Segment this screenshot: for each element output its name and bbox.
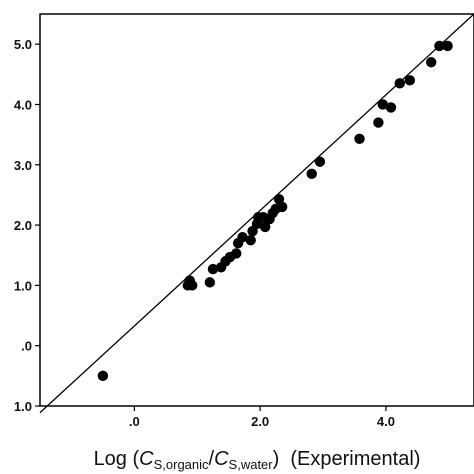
data-point [354, 133, 365, 145]
y-tick-label: 4.0 [14, 97, 32, 112]
data-point [394, 78, 405, 89]
y-tick-label: 1.0 [14, 278, 32, 293]
y-tick-label: 3.0 [14, 158, 32, 173]
data-point [377, 99, 388, 110]
data-point [273, 193, 285, 205]
data-point [373, 117, 384, 128]
data-point [442, 40, 453, 52]
data-point [245, 234, 256, 246]
plot-area [39, 13, 474, 407]
data-point [231, 248, 242, 259]
y-tick-label: .0 [21, 339, 32, 354]
y-tick-label: 5.0 [14, 37, 32, 52]
data-point [314, 156, 326, 167]
data-point [237, 231, 248, 243]
data-point [187, 280, 198, 291]
data-point [97, 370, 109, 382]
data-point [434, 40, 445, 52]
data-point [276, 201, 288, 213]
data-point [259, 221, 271, 233]
x-tick-label: 2.0 [251, 414, 269, 429]
y-tick-label: 2.0 [14, 218, 32, 233]
x-tick-label: .0 [129, 414, 140, 429]
data-point [404, 75, 416, 86]
data-point [306, 168, 317, 180]
x-tick-label: 4.0 [377, 414, 395, 429]
data-point [426, 57, 437, 68]
x-axis-title: Log (CS,organic/CS,water) (Experimental) [94, 448, 421, 472]
y-tick-label: 1.0 [14, 399, 32, 414]
data-point [385, 102, 397, 113]
data-point [204, 277, 216, 288]
data-point [207, 263, 219, 275]
